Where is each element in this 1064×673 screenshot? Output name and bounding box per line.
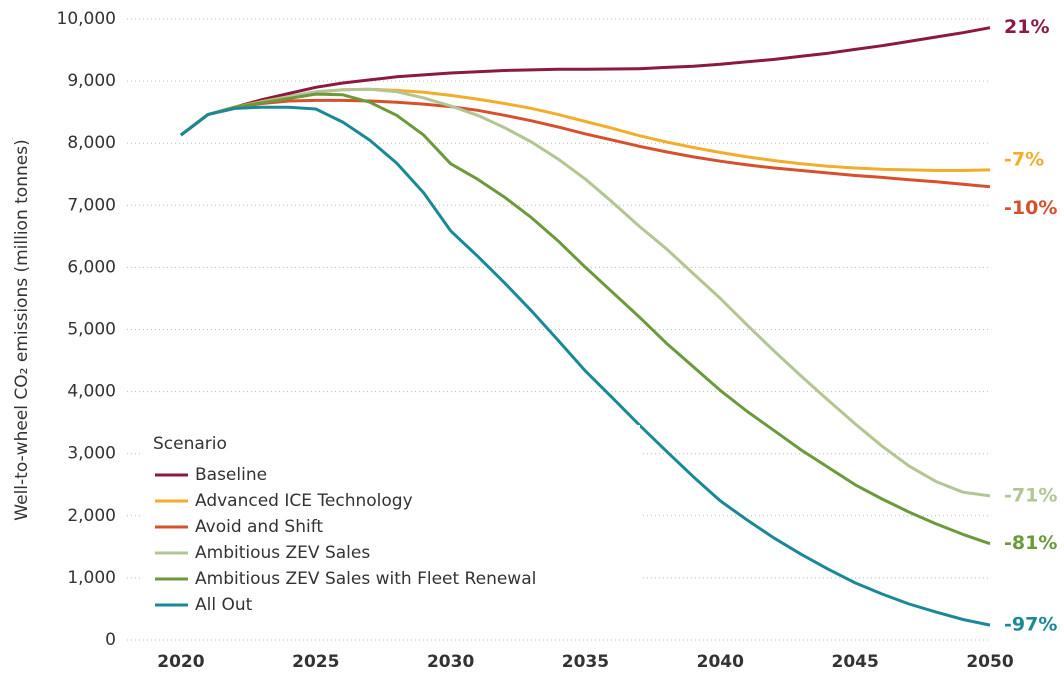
- x-tick-label: 2025: [292, 652, 339, 672]
- y-tick-label: 3,000: [67, 444, 116, 464]
- end-label: -10%: [1004, 197, 1057, 219]
- x-tick-label: 2050: [966, 652, 1013, 672]
- y-tick-label: 10,000: [57, 9, 116, 29]
- y-tick-label: 4,000: [67, 382, 116, 402]
- series-line: [179, 98, 991, 189]
- legend-label: All Out: [195, 595, 253, 615]
- legend-label: Baseline: [195, 465, 267, 485]
- end-label: -97%: [1004, 614, 1057, 636]
- end-label: -71%: [1004, 484, 1057, 506]
- x-tick-label: 2020: [157, 652, 204, 672]
- end-label: -81%: [1004, 532, 1057, 554]
- y-axis-label: Well-to-wheel CO₂ emissions (million ton…: [12, 139, 32, 520]
- legend-title: Scenario: [153, 434, 227, 454]
- y-tick-label: 8,000: [67, 133, 116, 153]
- y-tick-label: 7,000: [67, 195, 116, 215]
- y-tick-label: 2,000: [67, 506, 116, 526]
- y-tick-label: 9,000: [67, 71, 116, 91]
- end-label: 21%: [1004, 16, 1049, 38]
- x-tick-label: 2045: [831, 652, 878, 672]
- x-tick-label: 2030: [427, 652, 474, 672]
- series-line: [179, 105, 991, 627]
- legend: Scenario Baseline Advanced ICE Technology A…: [140, 425, 640, 625]
- y-tick-label: 0: [105, 630, 116, 650]
- legend-label: Avoid and Shift: [195, 517, 323, 537]
- series-line: [179, 92, 991, 546]
- y-tick-label: 1,000: [67, 568, 116, 588]
- series-line: [179, 26, 991, 137]
- legend-background: [140, 425, 640, 625]
- end-label: -7%: [1004, 148, 1044, 170]
- y-tick-label: 6,000: [67, 257, 116, 277]
- y-tick-label: 5,000: [67, 320, 116, 340]
- x-tick-label: 2040: [697, 652, 744, 672]
- legend-label: Ambitious ZEV Sales with Fleet Renewal: [195, 569, 536, 589]
- legend-label: Advanced ICE Technology: [195, 491, 413, 511]
- x-tick-label: 2035: [562, 652, 609, 672]
- legend-label: Ambitious ZEV Sales: [195, 543, 370, 563]
- series-line: [179, 87, 991, 498]
